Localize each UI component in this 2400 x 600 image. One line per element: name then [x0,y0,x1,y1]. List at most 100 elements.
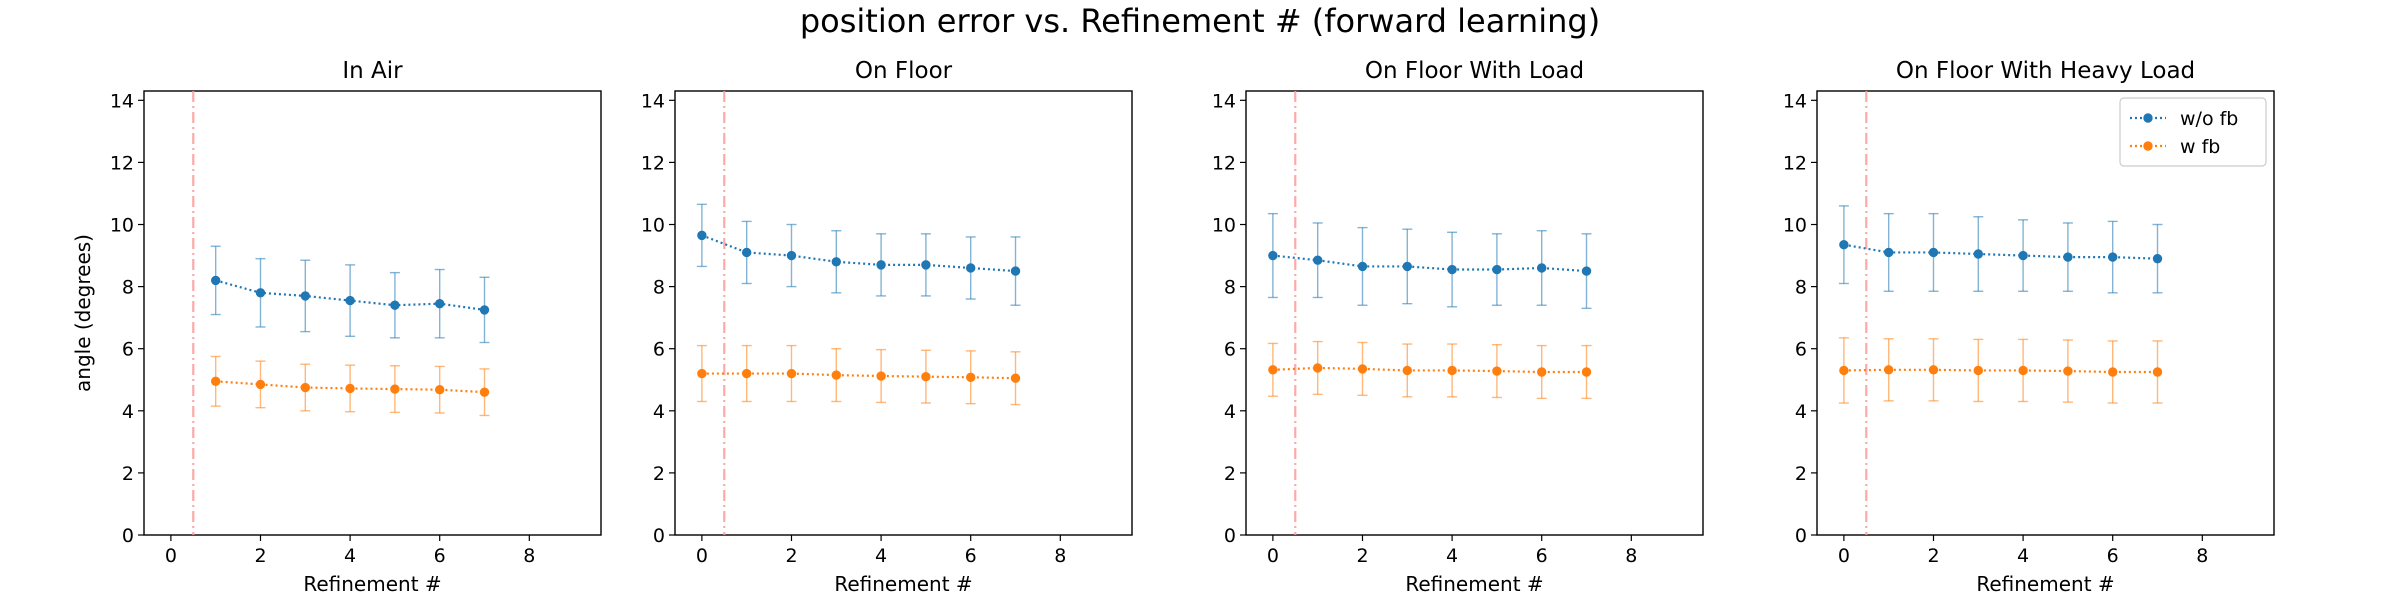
legend-frame [2119,97,2267,167]
data-point [435,298,445,309]
series-wo-fb [696,203,1021,306]
data-point [1402,261,1412,272]
x-axis-label: Refinement # [1976,572,2114,596]
y-tick-label: 2 [1224,463,1236,485]
series-wo-fb [210,245,490,344]
y-tick-label: 2 [653,463,665,485]
data-point [876,371,886,381]
data-point [1357,261,1368,272]
data-point [390,384,400,394]
data-point [1839,239,1849,250]
data-point [921,260,931,270]
subplot-title: In Air [342,58,403,84]
data-point [2018,250,2028,261]
x-tick-label: 0 [696,545,708,567]
x-tick-label: 2 [1356,545,1368,567]
y-tick-label: 0 [653,525,665,547]
series-line [701,372,1016,380]
y-tick-label: 2 [1795,463,1807,485]
axes-frame [1245,90,1704,536]
x-tick-label: 4 [1446,545,1458,567]
x-tick-label: 4 [875,545,887,567]
data-point [2108,367,2118,377]
y-tick-label: 4 [1795,401,1807,423]
series-line [701,234,1016,273]
data-point [1010,373,1021,383]
x-axis-label: Refinement # [834,572,972,596]
data-point [1447,365,1457,376]
x-tick-label: 6 [1536,545,1548,567]
x-tick-label: 6 [2107,545,2119,567]
data-point [1928,247,1939,258]
data-point [2063,366,2073,376]
data-point [2063,252,2073,262]
data-point [210,376,221,387]
y-tick-label: 8 [1224,277,1236,299]
y-tick-label: 8 [1795,277,1807,299]
subplot-4: On Floor With Heavy Load 0 2 4 6 8 0 2 4 6 8 10 12 14… [1783,58,2275,596]
y-tick-label: 12 [110,152,134,174]
x-tick-label: 8 [1054,545,1066,567]
axes-frame [143,90,602,536]
data-point [1883,365,1894,375]
y-tick-label: 12 [1212,152,1236,174]
data-point [1492,366,1502,376]
subplot-title: On Floor With Load [1365,58,1584,84]
axes-frame [674,90,1133,536]
data-point [210,275,221,286]
x-tick-label: 2 [785,545,797,567]
data-point [479,305,490,315]
x-tick-label: 6 [965,545,977,567]
figure-suptitle: position error vs. Refinement # (forward… [799,2,1601,40]
y-tick-label: 10 [110,215,134,237]
series-w-fb [696,344,1021,406]
y-tick-label: 14 [110,90,134,112]
x-tick-label: 4 [344,545,356,567]
x-tick-label: 8 [1625,545,1637,567]
x-tick-label: 8 [523,545,535,567]
legend-marker [2143,141,2153,151]
data-point [966,372,976,382]
data-point [255,379,266,390]
data-point [697,230,707,241]
legend-label: w fb [2180,136,2220,158]
subplot-1: In Air 0 2 4 6 8 0 2 4 6 8 10 12 14 Refinement # angle … [71,58,602,596]
x-axis-label: Refinement # [1405,572,1543,596]
series-wo-fb [1838,205,2163,294]
data-point [1268,250,1278,261]
y-tick-label: 2 [122,463,134,485]
y-tick-label: 14 [1783,90,1807,112]
y-axis-label: angle (degrees) [71,234,95,392]
series-line [1272,366,1587,374]
y-tick-label: 0 [122,525,134,547]
legend: w/o fb w fb [2119,97,2267,167]
data-point [697,368,707,379]
y-tick-label: 6 [1224,339,1236,361]
data-point [1839,365,1849,376]
data-point [831,257,841,267]
y-tick-label: 10 [1783,215,1807,237]
data-point [966,263,976,273]
y-tick-label: 14 [641,90,665,112]
data-point [1010,266,1021,276]
y-tick-label: 4 [122,401,134,423]
data-point [1312,363,1323,373]
data-point [1268,365,1278,375]
y-tick-label: 12 [641,152,665,174]
y-tick-label: 4 [1224,401,1236,423]
subplot-3: On Floor With Load 0 2 4 6 8 0 2 4 6 8 10 12 14 Refine… [1212,58,1704,596]
data-point [1402,365,1412,376]
x-tick-label: 2 [254,545,266,567]
data-point [1537,263,1547,273]
axes-frame [1816,90,2275,536]
x-tick-label: 6 [434,545,446,567]
data-point [1928,365,1939,375]
y-tick-label: 10 [1212,215,1236,237]
data-point [435,384,445,395]
data-point [1312,255,1323,265]
series-w-fb [210,355,490,417]
x-tick-label: 8 [2196,545,2208,567]
data-point [390,300,400,310]
x-tick-label: 2 [1927,545,1939,567]
